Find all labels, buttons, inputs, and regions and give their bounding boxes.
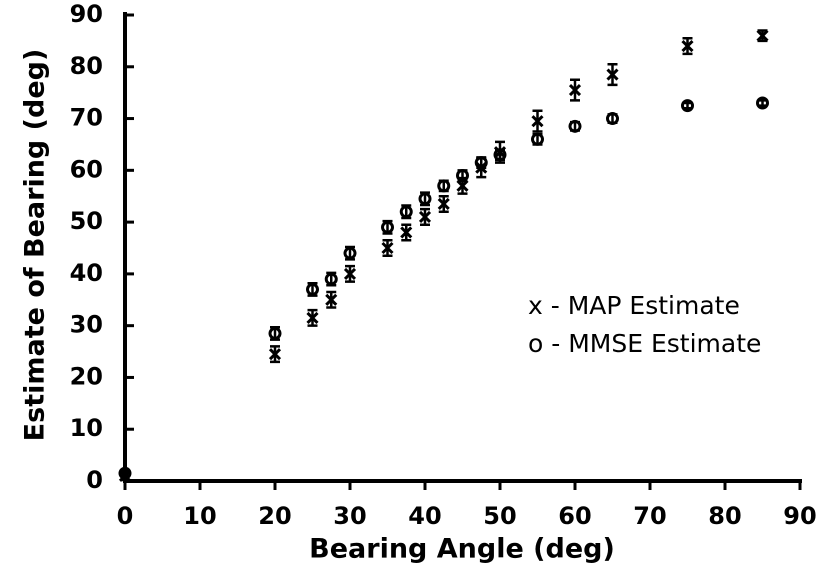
x-tick-label: 80 — [708, 502, 741, 530]
map-marker — [568, 84, 582, 97]
y-tick-label: 80 — [70, 52, 103, 80]
x-tick-label: 50 — [483, 502, 516, 530]
map-marker — [531, 115, 544, 128]
mmse-marker — [399, 205, 413, 219]
map-marker — [756, 29, 769, 42]
x-tick-label: 60 — [558, 502, 591, 530]
mmse-marker — [437, 179, 451, 193]
y-tick-label: 40 — [70, 259, 103, 287]
x-tick-label: 30 — [333, 502, 366, 530]
mmse-marker — [681, 99, 694, 113]
mmse-marker — [606, 112, 619, 126]
map-marker — [400, 226, 413, 239]
x-tick-label: 70 — [633, 502, 666, 530]
y-tick-label: 10 — [70, 414, 103, 442]
x-tick-label: 90 — [783, 502, 816, 530]
mmse-marker — [531, 132, 544, 146]
y-axis-title: Estimate of Bearing (deg) — [20, 49, 51, 442]
map-marker — [606, 68, 619, 81]
map-marker — [681, 40, 694, 53]
y-tick-label: 50 — [70, 207, 103, 235]
x-tick-label: 10 — [183, 502, 216, 530]
mmse-marker — [756, 96, 769, 110]
map-marker — [343, 267, 357, 280]
mmse-marker — [493, 148, 507, 162]
map-marker — [325, 293, 338, 306]
map-marker — [418, 210, 432, 223]
map-marker — [268, 348, 282, 361]
mmse-marker — [306, 282, 319, 296]
mmse-marker — [418, 192, 432, 206]
mmse-marker — [456, 169, 469, 183]
y-tick-label: 90 — [70, 0, 103, 28]
y-tick-label: 0 — [86, 466, 103, 494]
x-tick-label: 20 — [258, 502, 291, 530]
mmse-marker — [568, 119, 582, 133]
x-tick-label: 0 — [117, 502, 134, 530]
y-tick-label: 60 — [70, 155, 103, 183]
map-marker — [437, 197, 450, 211]
mmse-marker — [118, 466, 132, 480]
mmse-marker — [324, 272, 338, 286]
mmse-marker — [381, 220, 394, 234]
mmse-marker — [268, 326, 282, 340]
legend-label: x - MAP Estimate — [528, 291, 740, 320]
y-tick-label: 20 — [70, 362, 103, 390]
mmse-marker — [343, 246, 357, 260]
x-tick-label: 40 — [408, 502, 441, 530]
map-marker — [306, 311, 319, 324]
y-tick-label: 70 — [70, 104, 103, 132]
map-marker — [381, 241, 394, 255]
y-tick-label: 30 — [70, 311, 103, 339]
x-axis-title: Bearing Angle (deg) — [309, 534, 615, 565]
legend-label: o - MMSE Estimate — [528, 329, 761, 358]
map-marker — [456, 179, 469, 192]
mmse-marker — [474, 156, 488, 170]
